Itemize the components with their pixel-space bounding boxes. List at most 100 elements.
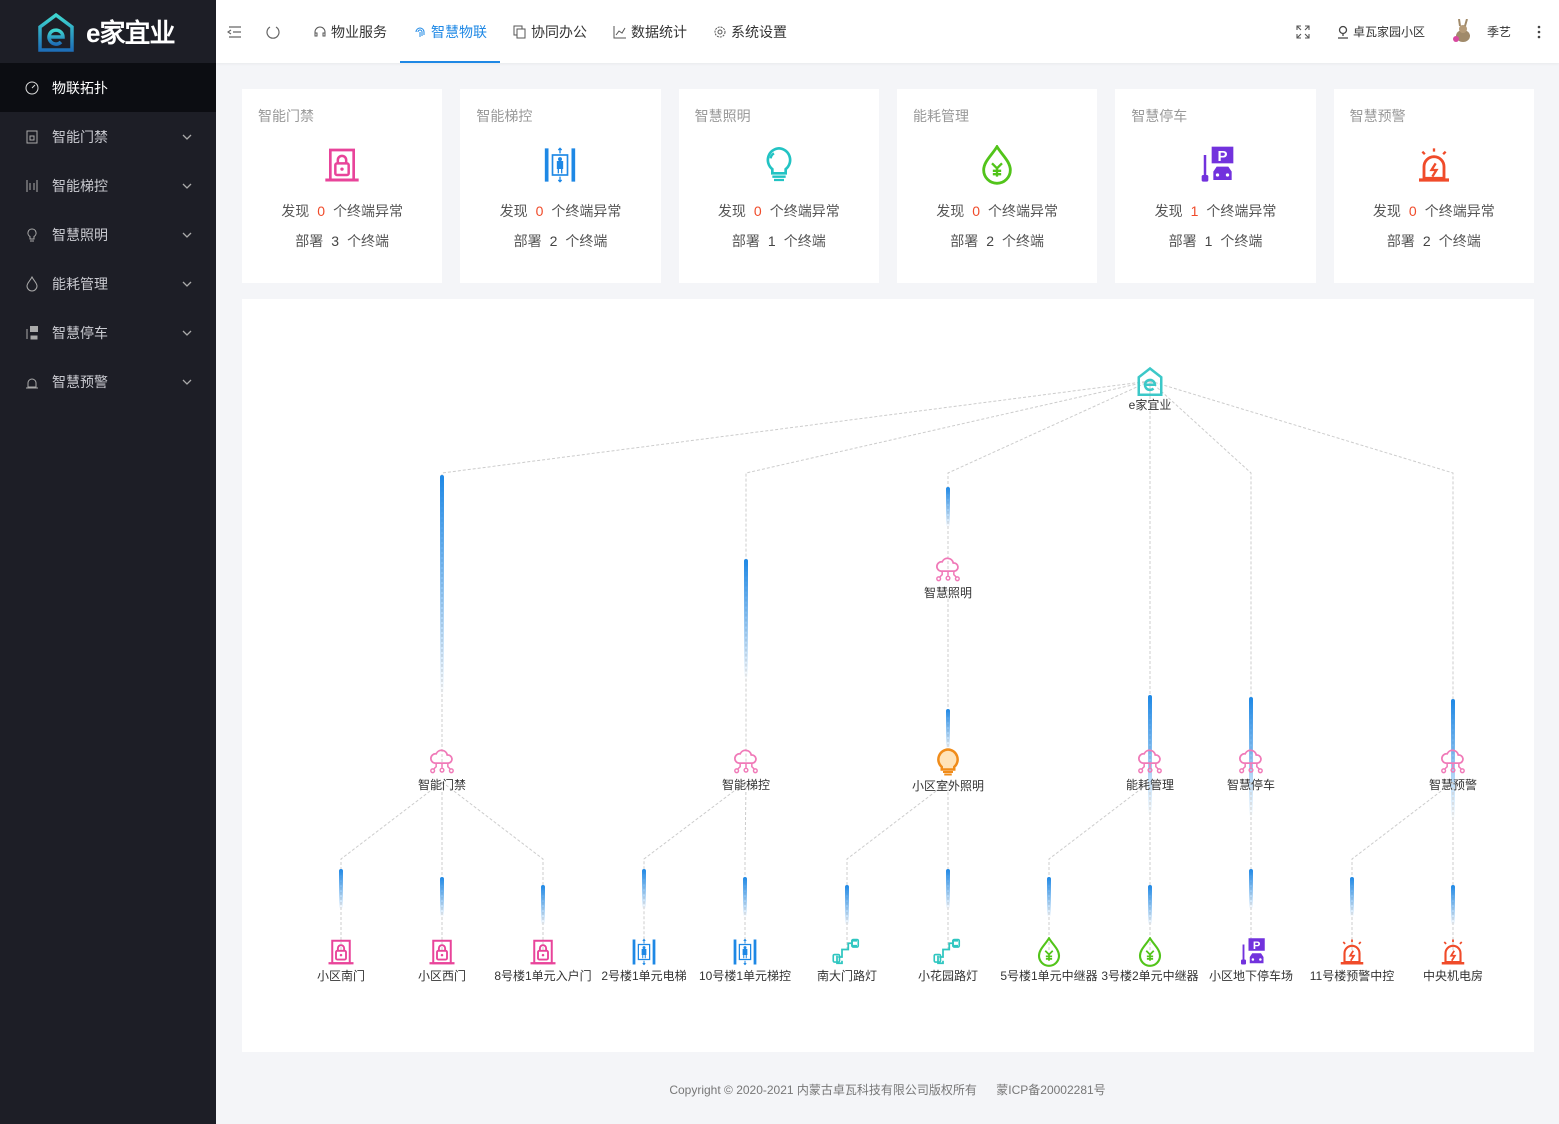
topology-node[interactable]: 南大门路灯 (817, 938, 877, 984)
nav-tab-1[interactable]: 智慧物联 (400, 0, 500, 63)
nav-tab-label: 智慧物联 (431, 23, 487, 40)
topology-node[interactable]: 小区室外照明 (912, 748, 984, 794)
cloud-icon (1138, 749, 1162, 774)
refresh-icon[interactable] (254, 24, 292, 40)
elevator-icon (26, 179, 38, 192)
found-label: 发现 (281, 203, 310, 219)
topology-edge (340, 781, 443, 952)
yen-icon (977, 143, 1017, 190)
sidebar-item-4[interactable]: 能耗管理 (0, 259, 216, 308)
sidebar-item-0[interactable]: 物联拓扑 (0, 63, 216, 112)
edge-flow-indicator (440, 877, 444, 917)
topology-edge (1351, 781, 1454, 952)
sidebar-item-label: 智慧预警 (52, 373, 108, 390)
abnormal-count: 0 (972, 203, 981, 219)
topology-node[interactable]: 能耗管理 (1126, 749, 1174, 792)
summary-card[interactable]: 智能门禁 发现 0 个终端异常 部署 3 个终端 (242, 89, 443, 283)
summary-card[interactable]: 智慧照明 发现 0 个终端异常 部署 1 个终端 (678, 89, 879, 283)
sidebar-item-label: 智能门禁 (52, 128, 108, 145)
cloud-icon (936, 557, 960, 582)
nav-tab-4[interactable]: 系统设置 (700, 0, 800, 63)
nav-tab-label: 数据统计 (631, 23, 687, 40)
topology-node[interactable]: 智慧照明 (924, 557, 972, 600)
abnormal-line: 发现 0 个终端异常 (460, 201, 660, 221)
elevator-icon (632, 938, 656, 966)
topology-node[interactable]: 智能梯控 (722, 749, 770, 792)
cloud-icon (430, 749, 454, 774)
topology-node[interactable]: 5号楼1单元中继器 (1000, 937, 1098, 983)
topology-node[interactable]: 中央机电房 (1423, 939, 1483, 984)
summary-card[interactable]: 智能梯控 发现 0 个终端异常 部署 2 个终端 (460, 89, 661, 283)
topology-node[interactable]: 10号楼1单元梯控 (699, 938, 791, 984)
deployed-line: 部署 2 个终端 (897, 231, 1097, 251)
topology-node[interactable]: 智慧停车 (1227, 749, 1275, 792)
deploy-label: 部署 (731, 233, 760, 249)
topology-node[interactable]: 智能门禁 (418, 749, 466, 792)
copyright-text: Copyright © 2020-2021 内蒙古卓瓦科技有限公司版权所有 (669, 1083, 977, 1097)
location-pin-icon (1337, 25, 1348, 39)
streetlight-icon (933, 938, 961, 965)
user-menu[interactable]: 季艺 (1451, 18, 1511, 45)
elevator-icon (540, 145, 580, 190)
topology-node[interactable]: 小区南门 (317, 939, 365, 983)
summary-card[interactable]: 智慧预警 发现 0 个终端异常 部署 2 个终端 (1333, 89, 1534, 283)
alarm-icon (26, 378, 38, 388)
brand-logo[interactable]: e家宜业 (0, 0, 216, 63)
edge-flow-indicator (946, 709, 950, 749)
nav-tab-label: 系统设置 (731, 23, 787, 40)
topology-node[interactable]: 2号楼1单元电梯 (601, 938, 687, 984)
topology-edge (947, 380, 1151, 570)
node-label: 智能梯控 (722, 777, 770, 792)
alarm-icon (1441, 939, 1465, 965)
parking-icon (26, 325, 38, 339)
fullscreen-icon[interactable] (1295, 24, 1311, 40)
nav-tab-3[interactable]: 数据统计 (600, 0, 700, 63)
summary-card[interactable]: 能耗管理 发现 0 个终端异常 部署 2 个终端 (896, 89, 1098, 283)
nav-tab-0[interactable]: 物业服务 (300, 0, 400, 63)
deploy-suffix: 个终端 (1220, 233, 1263, 249)
sidebar-item-2[interactable]: 智能梯控 (0, 161, 216, 210)
abnormal-count: 1 (1190, 203, 1199, 219)
topology-node[interactable]: 11号楼预警中控 (1310, 939, 1394, 984)
sidebar-item-1[interactable]: 智能门禁 (0, 112, 216, 161)
topology-node[interactable]: 8号楼1单元入户门 (494, 939, 592, 983)
edge-flow-indicator (1451, 885, 1455, 925)
summary-card[interactable]: 智慧停车 P 发现 1 个终端异常 部署 1 个终端 (1115, 89, 1316, 283)
topology-node[interactable]: e家宜业 (1129, 366, 1172, 413)
node-label: 2号楼1单元电梯 (601, 968, 686, 983)
edge-flow-indicator (541, 885, 545, 925)
topology-node[interactable]: 智慧预警 (1429, 749, 1477, 792)
deployed-line: 部署 2 个终端 (1334, 231, 1534, 251)
deploy-suffix: 个终端 (1438, 233, 1481, 249)
sidebar-item-3[interactable]: 智慧照明 (0, 210, 216, 259)
more-menu-icon[interactable] (1537, 25, 1541, 39)
sidebar-item-6[interactable]: 智慧预警 (0, 357, 216, 406)
topology-node[interactable]: 3号楼2单元中继器 (1101, 937, 1199, 983)
location-selector[interactable]: 卓瓦家园小区 (1337, 23, 1425, 40)
node-label: 10号楼1单元梯控 (699, 968, 791, 983)
cloud-icon (1441, 749, 1465, 774)
edge-flow-indicator (946, 869, 950, 909)
nav-tab-2[interactable]: 协同办公 (500, 0, 600, 63)
topology-node[interactable]: 小花园路灯 (918, 938, 978, 984)
deployed-count: 2 (986, 233, 995, 249)
edge-flow-indicator (743, 877, 747, 917)
topology-node[interactable]: 小区西门 (418, 939, 466, 983)
card-title: 智慧照明 (694, 108, 751, 124)
abnormal-count: 0 (317, 203, 326, 219)
sidebar-item-5[interactable]: 智慧停车 (0, 308, 216, 357)
streetlight-icon (832, 938, 860, 965)
chevron-down-icon (182, 134, 192, 140)
topology-node[interactable]: P 小区地下停车场 (1209, 938, 1293, 983)
icp-link[interactable]: 蒙ICP备20002281号 (996, 1083, 1106, 1097)
sidebar-item-label: 能耗管理 (52, 275, 108, 292)
logo-icon (38, 12, 74, 52)
collapse-menu-icon[interactable] (216, 25, 254, 39)
deploy-suffix: 个终端 (347, 233, 390, 249)
svg-text:P: P (1253, 940, 1261, 952)
found-suffix: 个终端异常 (333, 203, 404, 219)
found-suffix: 个终端异常 (1206, 203, 1277, 219)
edge-flow-indicator (1148, 695, 1152, 815)
svg-text:P: P (1218, 148, 1228, 165)
cloud-icon (1239, 749, 1263, 774)
